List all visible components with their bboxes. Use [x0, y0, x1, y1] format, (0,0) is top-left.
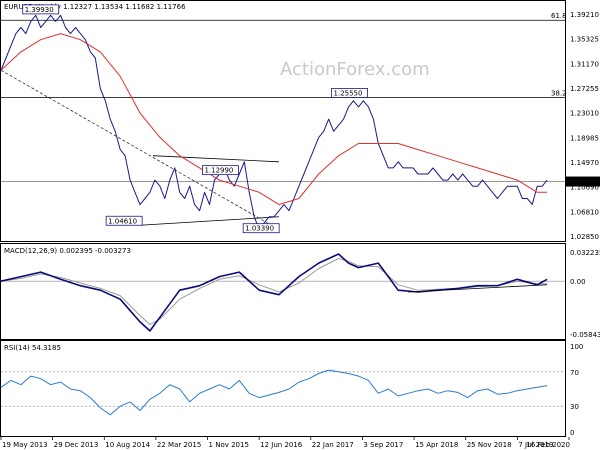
- x-tick-label: 25 Nov 2018: [467, 441, 512, 449]
- macd-y-axis: 0.032235 0.00 -0.058434: [1, 249, 600, 339]
- trendline: [152, 155, 280, 163]
- rsi-series: [0, 369, 548, 416]
- rsi-y-tick-label: 30: [570, 403, 579, 411]
- trendline: [0, 69, 275, 228]
- price-annotation: 1.39930: [22, 4, 60, 15]
- current-price-label: 1.11766: [568, 179, 597, 187]
- sma-line: [0, 33, 548, 206]
- rsi-panel-frame: [0, 340, 566, 437]
- macd-signal-line: [0, 258, 548, 326]
- rsi-panel-title: RSI(14) 54.3185: [4, 344, 61, 352]
- y-tick-label: 1.14970: [570, 159, 599, 167]
- price-annotation-label: 1.04610: [108, 217, 137, 225]
- y-tick-label: 1.27255: [570, 85, 599, 93]
- fib-label: 38.2: [551, 89, 567, 97]
- price-annotations: 1.39930 1.25550 1.04610 1.03390 1.12990: [22, 4, 368, 234]
- x-tick-label: 22 Mar 2015: [157, 441, 201, 449]
- y-tick-label: 1.02850: [570, 233, 599, 241]
- price-annotation-box: [331, 88, 368, 98]
- price-annotation-label: 1.03390: [245, 225, 274, 233]
- price-annotation-box: [202, 165, 239, 176]
- price-annotation-label: 1.39930: [25, 6, 54, 14]
- rsi-line: [0, 369, 548, 416]
- x-tick-label: 3 Sep 2017: [363, 441, 403, 449]
- price-line: [0, 14, 548, 230]
- main-panel-title: EURUSD,Weekly 1.12327 1.13534 1.11682 1.…: [4, 3, 186, 11]
- x-tick-label: 10 Aug 2014: [105, 441, 150, 449]
- macd-trendline: [408, 284, 548, 293]
- price-annotation-label: 1.25550: [334, 89, 363, 97]
- price-annotation-label: 1.12990: [204, 167, 233, 175]
- trendline: [139, 216, 280, 226]
- x-tick-label: 19 May 2013: [2, 441, 48, 449]
- x-tick-label: 12 Jun 2016: [260, 441, 303, 449]
- x-tick-label: 7 Jul 2019: [518, 441, 553, 449]
- macd-y-tick-label: -0.058434: [570, 331, 600, 339]
- rsi-y-tick-label: 100: [570, 343, 583, 351]
- macd-line: [0, 253, 548, 332]
- watermark: ActionForex.com: [280, 59, 430, 80]
- price-annotation: 1.04610: [105, 215, 143, 226]
- y-tick-label: 1.06810: [570, 208, 599, 216]
- y-tick-label: 1.35325: [570, 36, 599, 44]
- y-tick-label: 1.10690: [570, 184, 599, 192]
- y-tick-label: 1.39210: [570, 11, 599, 19]
- x-tick-label: 15 Apr 2018: [415, 441, 458, 449]
- rsi-y-tick-label: 0: [570, 429, 574, 437]
- macd-series: [0, 253, 548, 332]
- fib-label: 61.8: [551, 12, 567, 20]
- price-annotation: 1.03390: [242, 223, 280, 234]
- macd-y-tick-label: 0.032235: [570, 249, 600, 257]
- main-panel-frame: [0, 0, 566, 242]
- price-annotation-box: [22, 4, 60, 15]
- x-axis: 19 May 2013 29 Dec 2013 10 Aug 2014 22 Mar …: [0, 437, 570, 449]
- rsi-y-tick-label: 70: [570, 369, 579, 377]
- y-tick-label: 1.18985: [570, 134, 599, 142]
- x-tick-label: 22 Jan 2017: [312, 441, 354, 449]
- main-y-axis: 1.39210 1.35325 1.31170 1.27255 1.23010 1.189…: [570, 11, 599, 241]
- macd-panel-title: MACD(12,26,9) 0.002395 -0.003273: [4, 247, 131, 255]
- x-tick-label: 16 Feb 2020: [526, 441, 570, 449]
- current-price-box: [566, 176, 600, 187]
- macd-panel-frame: [0, 243, 566, 340]
- rsi-y-axis: 100 70 30 0: [1, 343, 583, 437]
- macd-y-tick-label: 0.00: [570, 278, 586, 286]
- x-tick-label: 29 Dec 2013: [54, 441, 99, 449]
- current-price-marker: 1.11766: [566, 176, 600, 187]
- main-series: [0, 14, 548, 230]
- price-annotation-box: [105, 215, 143, 226]
- price-annotation-box: [242, 223, 280, 234]
- price-annotation: 1.25550: [331, 88, 368, 98]
- x-tick-label: 1 Nov 2015: [209, 441, 249, 449]
- price-annotation: 1.12990: [202, 165, 239, 176]
- fib-levels: 61.8 38.2 1.11766: [1, 12, 600, 187]
- y-tick-label: 1.23010: [570, 110, 599, 118]
- y-tick-label: 1.31170: [570, 60, 599, 68]
